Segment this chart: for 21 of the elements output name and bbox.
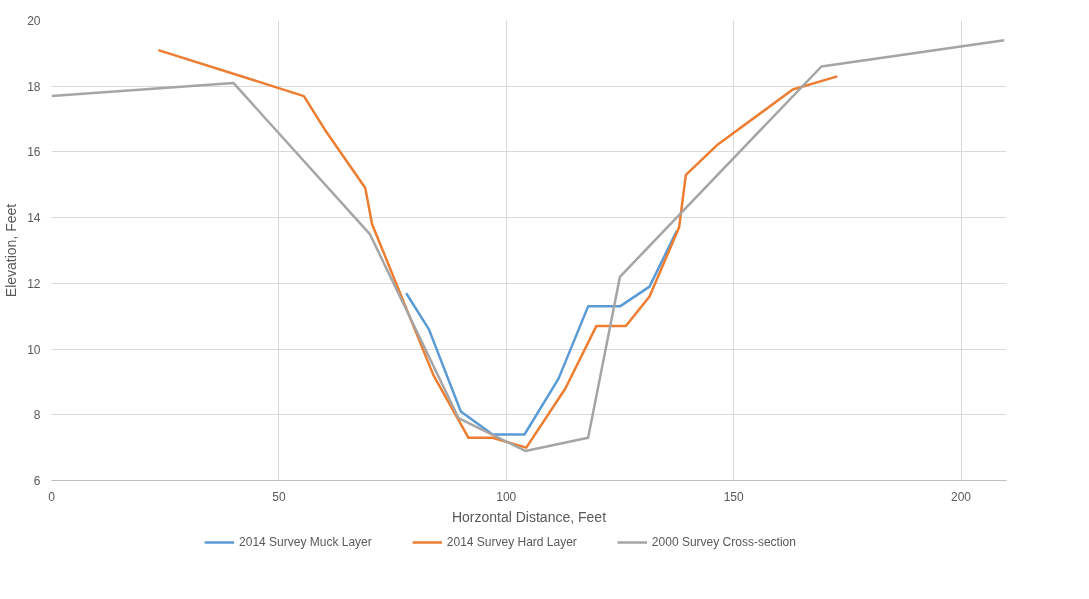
x-tick-label: 100 xyxy=(496,489,517,504)
y-tick-label: 12 xyxy=(27,276,41,291)
y-axis-title: Elevation, Feet xyxy=(3,203,20,298)
x-tick-label: 200 xyxy=(951,489,972,504)
x-tick-label: 50 xyxy=(272,489,286,504)
legend-label: 2014 Survey Hard Layer xyxy=(446,535,577,549)
line-series xyxy=(51,38,1006,453)
y-tick-label: 10 xyxy=(27,342,41,357)
y-tick-label: 16 xyxy=(27,145,41,160)
y-tick-label: 18 xyxy=(27,79,41,94)
line-series xyxy=(404,229,679,436)
y-tick-label: 14 xyxy=(27,211,41,226)
x-tick-label: 150 xyxy=(723,489,744,504)
y-tick-label: 8 xyxy=(33,408,41,423)
line-series xyxy=(157,48,839,449)
legend-label: 2000 Survey Cross-section xyxy=(651,535,796,549)
x-tick-label: 0 xyxy=(48,489,56,504)
y-tick-label: 6 xyxy=(33,474,41,488)
legend-label: 2014 Survey Muck Layer xyxy=(239,535,372,549)
y-tick-label: 20 xyxy=(27,14,41,28)
x-axis-title: Horzontal Distance, Feet xyxy=(451,508,607,525)
